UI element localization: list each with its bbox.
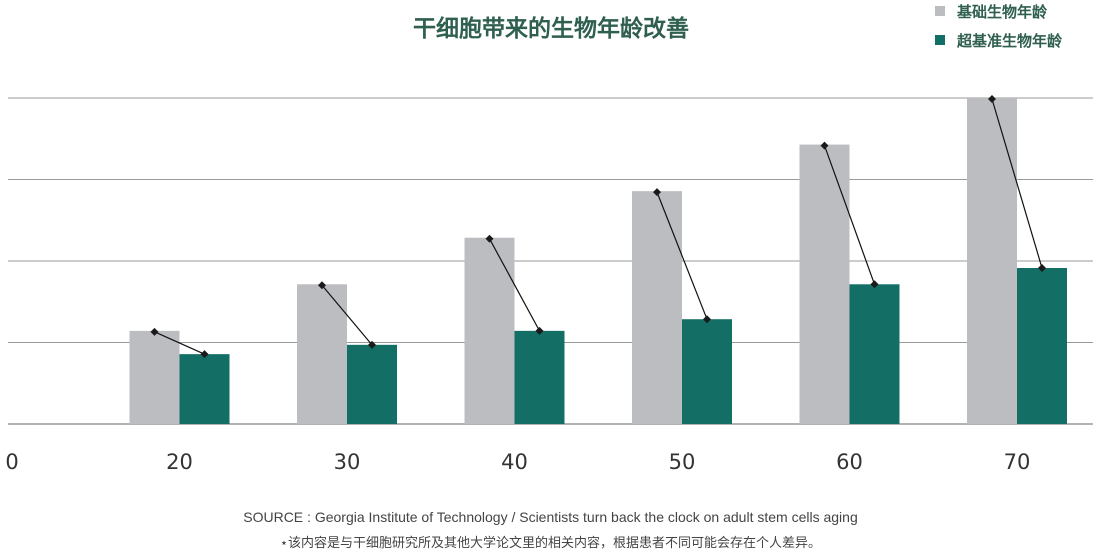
connector-line — [321, 284, 373, 346]
point-baseline — [820, 141, 829, 150]
point-baseline — [653, 188, 661, 197]
point-improved — [1038, 263, 1046, 272]
bar-baseline — [799, 144, 850, 425]
point-improved — [703, 315, 711, 324]
x-tick-label: 20 — [166, 450, 193, 474]
point-baseline — [485, 234, 494, 243]
bar-improved — [849, 284, 900, 424]
chart: 干细胞带来的生物年龄改善 基础生物年龄 超基准生物年龄 0 20 30 40 50 60 7… — [5, 3, 1093, 474]
bar-improved — [347, 344, 397, 424]
legend: 基础生物年龄 超基准生物年龄 — [935, 3, 1063, 50]
x-tick-label: 40 — [501, 450, 528, 474]
bar-improved — [682, 319, 732, 424]
point-baseline — [318, 281, 326, 290]
point-baseline — [988, 95, 996, 103]
point-improved — [368, 340, 376, 349]
legend-swatch-baseline — [935, 6, 945, 16]
disclaimer-note: ⋆该内容是与干细胞研究所及其他大学论文里的相关内容，根据患者不同可能会存在个人差… — [279, 536, 822, 551]
x-tick-label: 50 — [669, 450, 696, 474]
connector-line — [823, 145, 876, 285]
x-tick-label: 70 — [1004, 450, 1031, 474]
x-tick-label: 0 — [5, 450, 18, 474]
point-improved — [535, 326, 544, 335]
legend-label-improved: 超基准生物年龄 — [956, 32, 1063, 50]
connector-line — [154, 331, 205, 355]
bar-baseline — [464, 237, 515, 424]
legend-swatch-improved — [935, 35, 945, 45]
bar-improved — [1017, 267, 1067, 424]
bar-baseline — [297, 284, 347, 424]
x-tick-label: 30 — [334, 450, 361, 474]
bar-improved — [514, 330, 565, 424]
point-improved — [870, 280, 879, 289]
connector-line — [656, 191, 708, 320]
x-tick-label: 60 — [836, 450, 863, 474]
bar-baseline — [967, 98, 1017, 424]
connector-line — [991, 98, 1043, 269]
connector-line — [488, 238, 541, 332]
bar-improved — [179, 354, 230, 424]
legend-label-baseline: 基础生物年龄 — [956, 3, 1048, 21]
source-note: SOURCE : Georgia Institute of Technology… — [243, 509, 858, 525]
chart-title: 干细胞带来的生物年龄改善 — [413, 15, 689, 42]
bar-baseline — [129, 330, 180, 424]
point-baseline — [150, 327, 159, 336]
bar-baseline — [632, 191, 682, 424]
plot-area: 0 20 30 40 50 60 70 — [5, 95, 1093, 474]
point-improved — [200, 350, 209, 359]
